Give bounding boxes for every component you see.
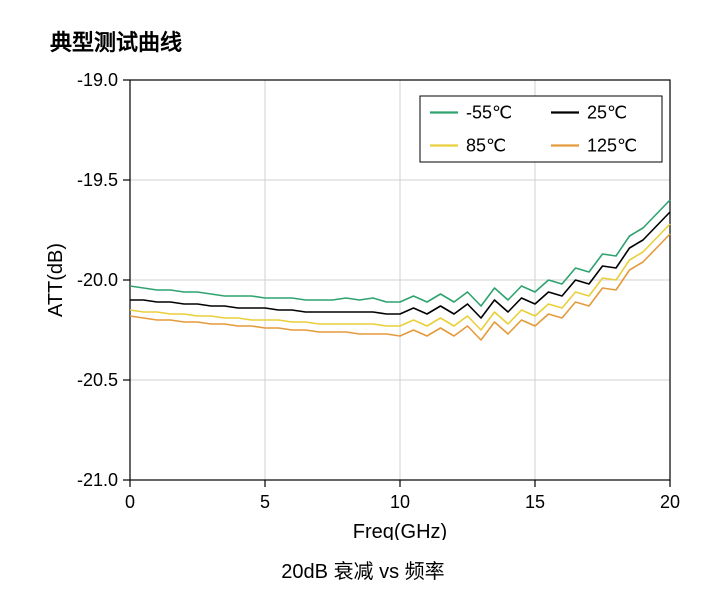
svg-text:-20.0: -20.0 xyxy=(77,270,118,290)
svg-text:0: 0 xyxy=(125,492,135,512)
svg-text:-19.5: -19.5 xyxy=(77,170,118,190)
svg-text:20: 20 xyxy=(660,492,680,512)
svg-text:5: 5 xyxy=(260,492,270,512)
svg-text:25℃: 25℃ xyxy=(587,103,627,123)
svg-text:10: 10 xyxy=(390,492,410,512)
svg-text:-19.0: -19.0 xyxy=(77,70,118,90)
line-chart: 0 5 10 15 20 -21.0 -20.5 -20.0 -19.5 -19.0 Freq(GH… xyxy=(0,60,726,540)
chart-caption: 20dB 衰减 vs 频率 xyxy=(0,555,726,584)
svg-text:15: 15 xyxy=(525,492,545,512)
chart-container: 0 5 10 15 20 -21.0 -20.5 -20.0 -19.5 -19.0 Freq(GH… xyxy=(0,60,726,540)
svg-text:85℃: 85℃ xyxy=(466,136,506,156)
page-title: 典型测试曲线 xyxy=(50,25,182,57)
svg-text:-20.5: -20.5 xyxy=(77,370,118,390)
svg-text:ATT(dB): ATT(dB) xyxy=(45,243,67,317)
svg-text:-55℃: -55℃ xyxy=(466,103,512,123)
svg-text:-21.0: -21.0 xyxy=(77,470,118,490)
svg-text:125℃: 125℃ xyxy=(587,136,637,156)
svg-text:Freq(GHz): Freq(GHz) xyxy=(353,521,447,540)
